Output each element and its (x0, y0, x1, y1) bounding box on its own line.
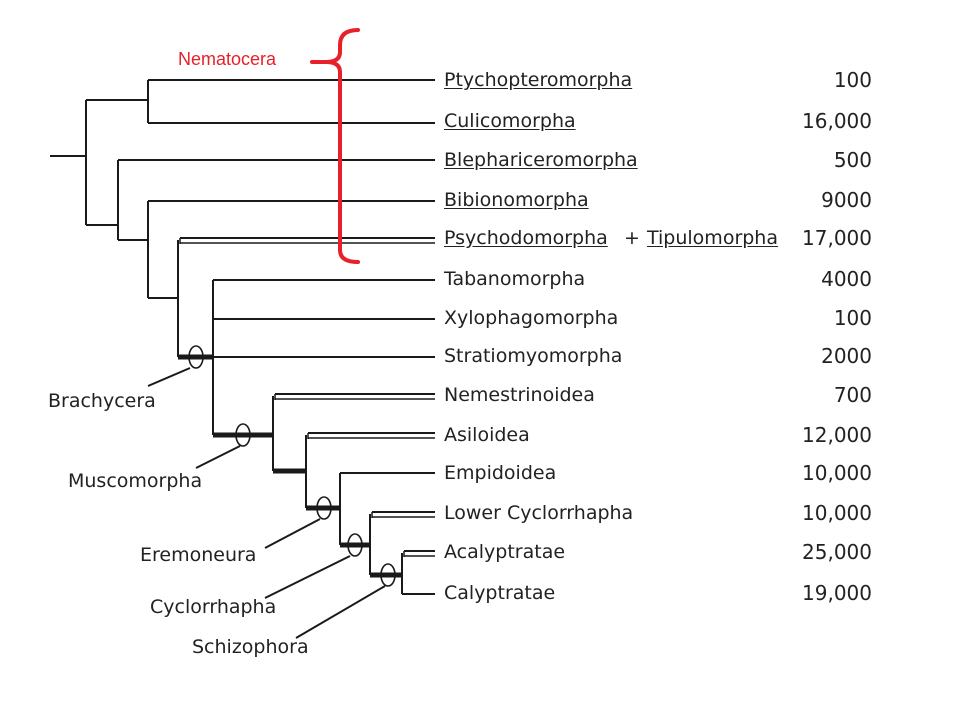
species-count: 100 (833, 68, 872, 92)
species-count: 12,000 (802, 423, 872, 447)
taxon-name: Xylophagomorpha (444, 307, 619, 329)
taxon-name: Psychodomorpha (444, 227, 608, 249)
clade-label-muscomorpha: Muscomorpha (68, 470, 203, 492)
clade-marker-muscomorpha (235, 423, 251, 447)
taxon-name: Nemestrinoidea (444, 384, 595, 406)
taxon-name: Calyptratae (444, 582, 556, 604)
clade-pointer-muscomorpha (195, 445, 241, 469)
species-count: 25,000 (802, 540, 872, 564)
taxon-name: Lower Cyclorrhapha (444, 502, 634, 524)
taxon-name: Ptychopteromorpha (444, 69, 633, 91)
taxon-name: Blephariceromorpha (444, 149, 638, 171)
taxon-name: Tabanomorpha (444, 268, 586, 290)
species-count: 16,000 (802, 109, 872, 133)
clade-label-schizophora: Schizophora (192, 636, 309, 658)
taxon-name-tipulomorpha: Tipulomorpha (647, 227, 778, 249)
clade-label-eremoneura: Eremoneura (140, 544, 257, 566)
species-count: 100 (833, 306, 872, 330)
species-count: 700 (833, 383, 872, 407)
clade-pointer-schizophora (295, 585, 386, 639)
taxon-name: Asiloidea (444, 424, 530, 446)
nematocera-bracket (324, 28, 360, 264)
species-count: 2000 (821, 344, 872, 368)
clade-pointer-brachycera (147, 367, 191, 387)
taxon-name: Bibionomorpha (444, 189, 589, 211)
clade-label-cyclorrhapha: Cyclorrhapha (150, 596, 277, 618)
taxon-name: Acalyptratae (444, 541, 566, 563)
clade-marker-eremoneura (316, 496, 332, 520)
nematocera-label: Nematocera (178, 49, 277, 69)
clade-pointer-cyclorrhapha (264, 555, 351, 599)
taxon-name: Culicomorpha (444, 110, 576, 132)
clade-marker-cyclorrhapha (347, 533, 363, 557)
taxon-name: Stratiomyomorpha (444, 345, 623, 367)
species-count: 9000 (821, 188, 872, 212)
species-count: 4000 (821, 267, 872, 291)
clade-marker-brachycera (188, 345, 204, 369)
species-count: 500 (833, 148, 872, 172)
taxon-name: Empidoidea (444, 462, 557, 484)
plus-sign: + (624, 227, 640, 249)
species-count: 17,000 (802, 226, 872, 250)
clade-marker-schizophora (380, 563, 396, 587)
species-count: 10,000 (802, 501, 872, 525)
clade-pointer-eremoneura (264, 518, 321, 549)
clade-label-brachycera: Brachycera (48, 390, 156, 412)
species-count: 10,000 (802, 461, 872, 485)
species-count: 19,000 (802, 581, 872, 605)
